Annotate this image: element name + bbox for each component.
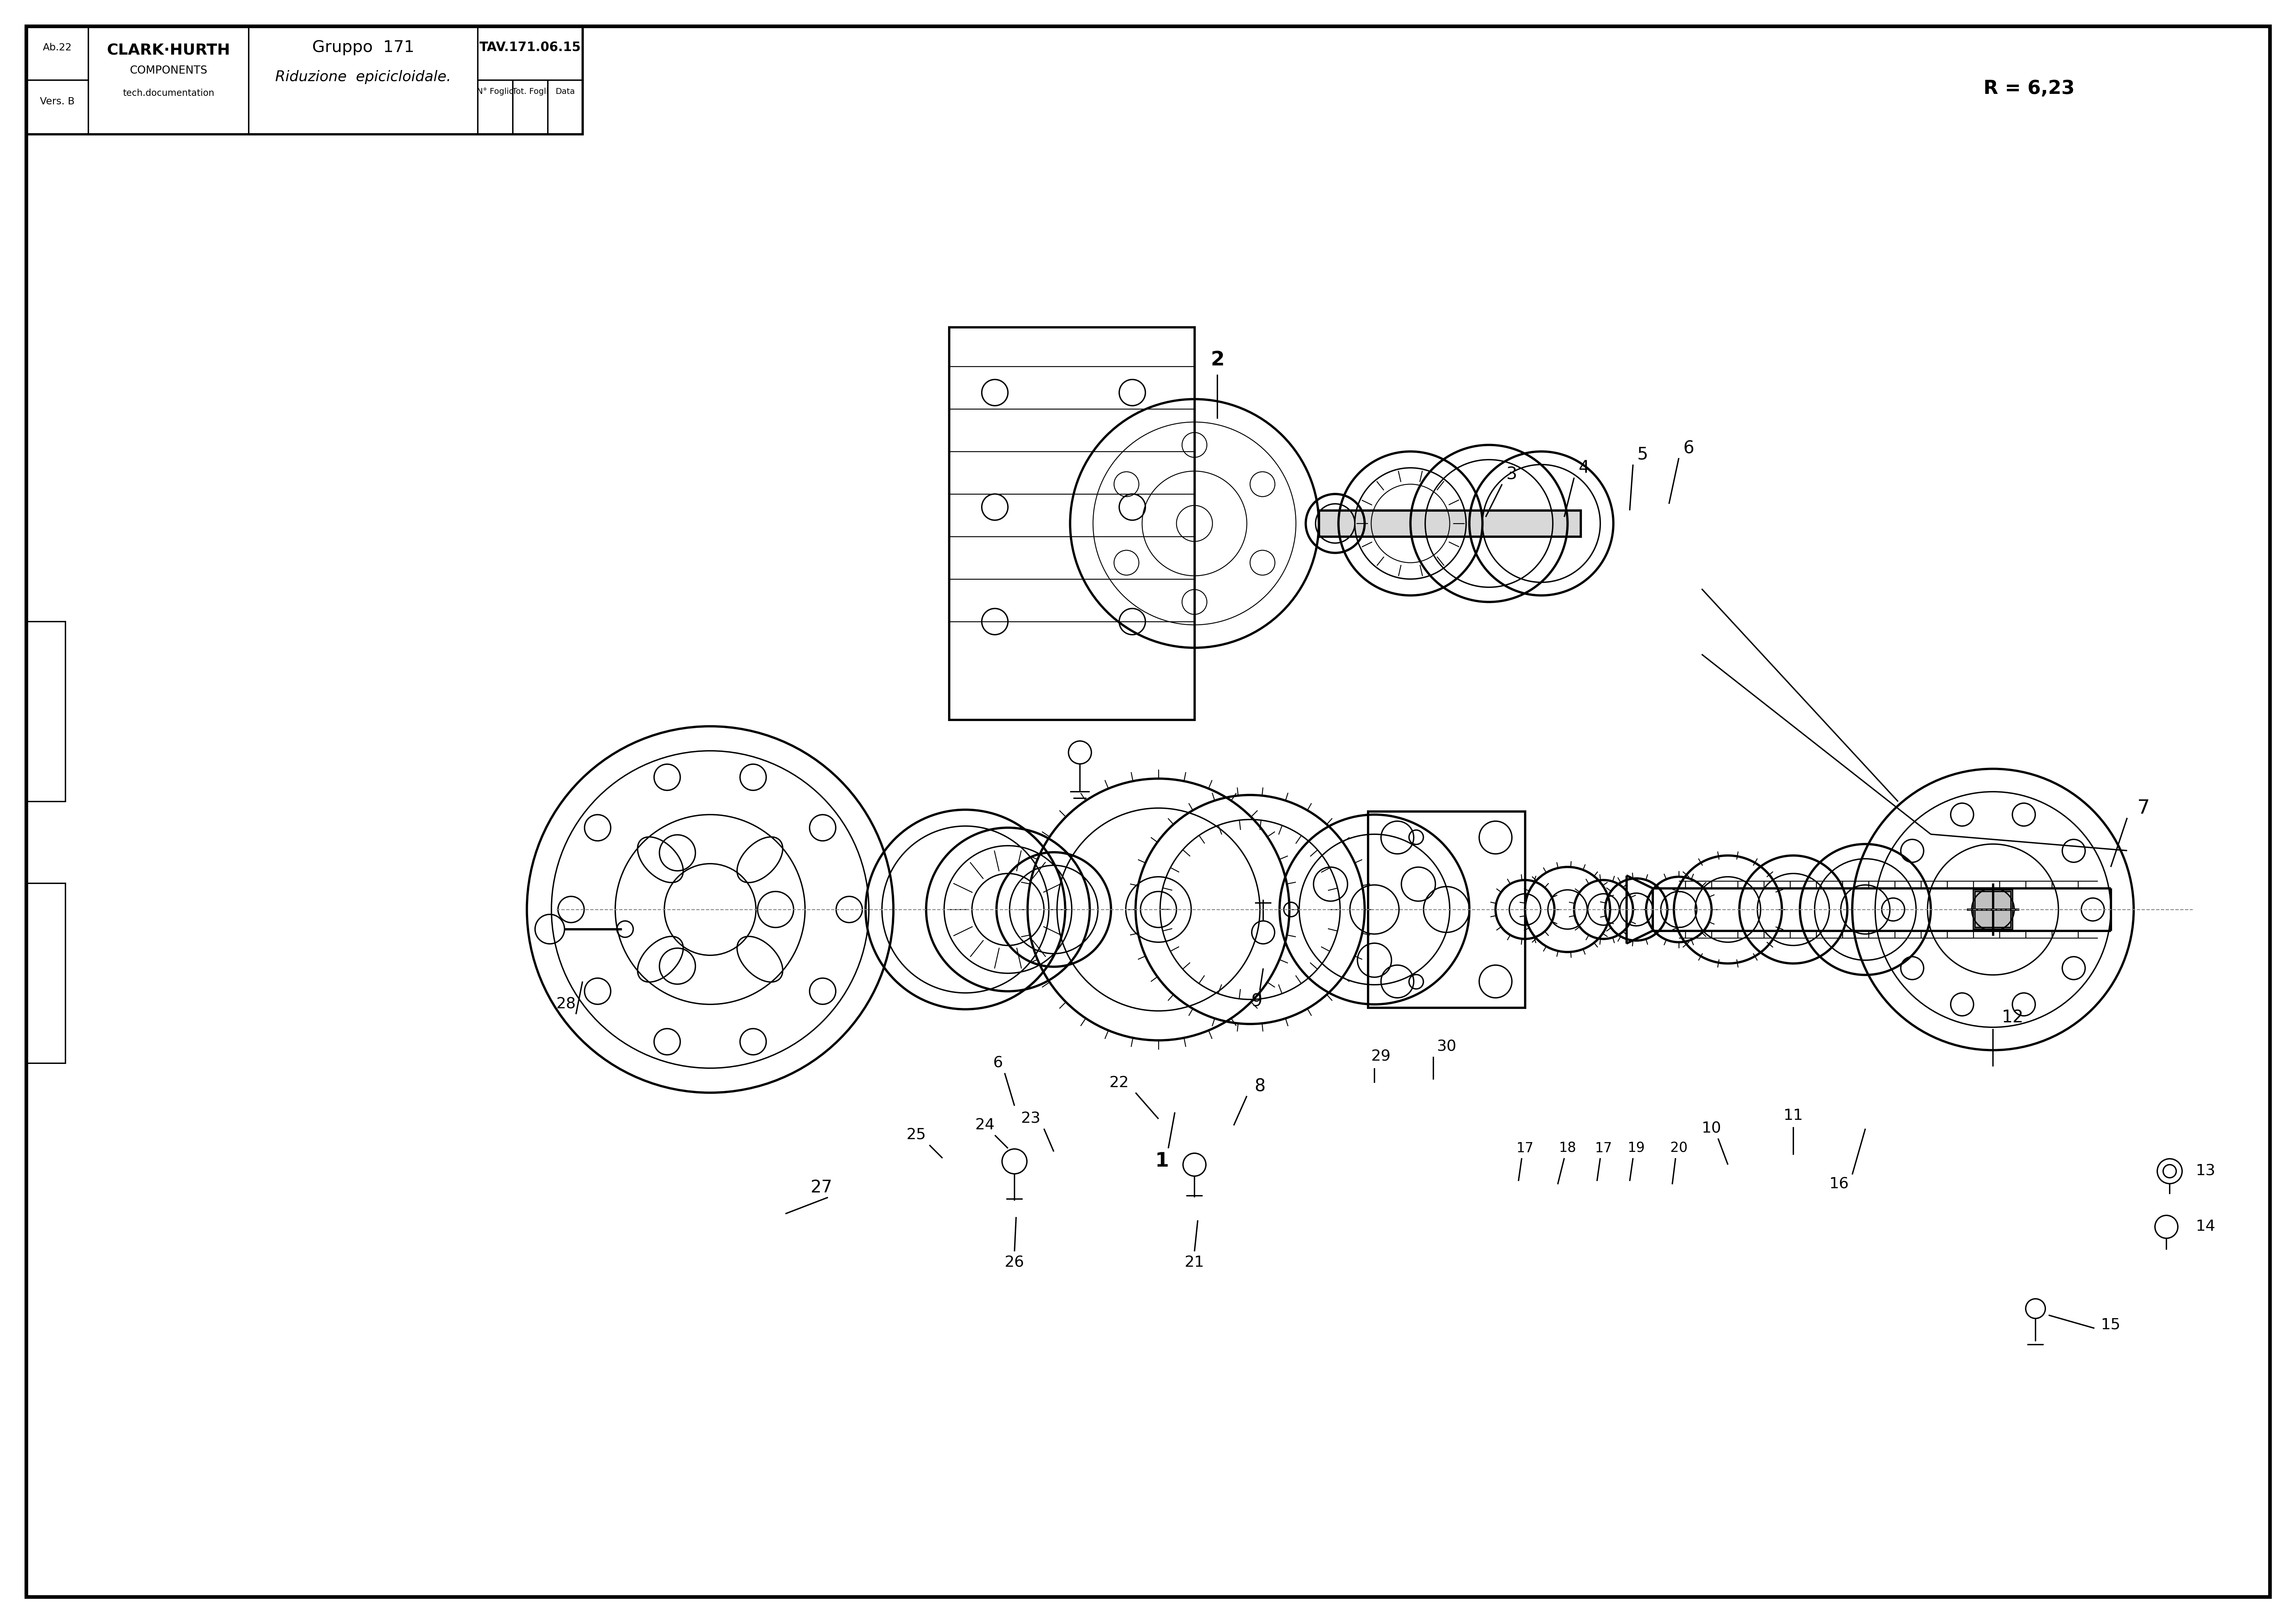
Text: 7: 7 [2138, 799, 2149, 818]
Bar [512, 80, 549, 135]
Bar [1368, 812, 1525, 1008]
Text: COMPONENTS: COMPONENTS [129, 65, 207, 76]
Text: 4: 4 [1577, 459, 1589, 476]
Text: 13: 13 [2195, 1164, 2216, 1178]
Text: 25: 25 [907, 1128, 925, 1143]
Text: 12: 12 [2002, 1010, 2023, 1026]
Text: 6: 6 [1683, 440, 1694, 456]
Text: CLARK·HURTH: CLARK·HURTH [108, 44, 230, 58]
Text: Riduzione  epicicloidale.: Riduzione epicicloidale. [276, 70, 452, 84]
Bar [248, 26, 478, 135]
Bar [87, 26, 248, 135]
Text: Gruppo  171: Gruppo 171 [312, 39, 413, 55]
Text: 20: 20 [1669, 1141, 1688, 1156]
Text: 19: 19 [1628, 1141, 1644, 1156]
Bar [25, 883, 67, 1063]
Text: Data: Data [556, 88, 574, 96]
Text: 24: 24 [976, 1118, 994, 1133]
Bar [25, 26, 87, 80]
Text: 23: 23 [1022, 1112, 1040, 1126]
Text: 22: 22 [1109, 1076, 1130, 1091]
Text: 29: 29 [1371, 1050, 1391, 1065]
Text: 18: 18 [1559, 1141, 1577, 1156]
Bar [25, 622, 67, 802]
Text: 8: 8 [1254, 1078, 1265, 1094]
Text: 16: 16 [1830, 1177, 1848, 1191]
Text: R = 6,23: R = 6,23 [1984, 80, 2076, 97]
Bar [948, 328, 1194, 719]
Text: 17: 17 [1596, 1141, 1612, 1156]
Text: 14: 14 [2195, 1219, 2216, 1233]
Text: 9: 9 [1251, 993, 1263, 1010]
Text: 11: 11 [1784, 1109, 1802, 1123]
Bar [1972, 889, 2014, 928]
Bar [25, 80, 87, 135]
Bar [478, 80, 512, 135]
Text: Tot. Fogli: Tot. Fogli [512, 88, 549, 96]
Text: 27: 27 [810, 1178, 833, 1196]
Text: 10: 10 [1701, 1121, 1722, 1136]
Text: 28: 28 [556, 997, 576, 1011]
Bar [549, 80, 583, 135]
Text: tech.documentation: tech.documentation [122, 89, 214, 97]
Text: TAV.171.06.15: TAV.171.06.15 [480, 41, 581, 54]
Text: Ab.22: Ab.22 [44, 42, 71, 52]
Bar [25, 26, 583, 135]
Text: N° Foglio: N° Foglio [478, 88, 514, 96]
Bar [478, 26, 583, 80]
Text: 2: 2 [1210, 351, 1224, 370]
Text: 3: 3 [1506, 466, 1518, 484]
Text: 15: 15 [2101, 1318, 2122, 1332]
Text: 1: 1 [1155, 1152, 1169, 1172]
Text: 21: 21 [1185, 1256, 1205, 1271]
Text: 5: 5 [1637, 446, 1649, 463]
Bar [1975, 891, 2011, 927]
Text: 6: 6 [994, 1057, 1003, 1071]
Text: 26: 26 [1006, 1256, 1024, 1271]
Text: Vers. B: Vers. B [39, 97, 73, 105]
Bar [1318, 510, 1580, 537]
Text: 17: 17 [1515, 1141, 1534, 1156]
Text: 30: 30 [1437, 1039, 1456, 1055]
